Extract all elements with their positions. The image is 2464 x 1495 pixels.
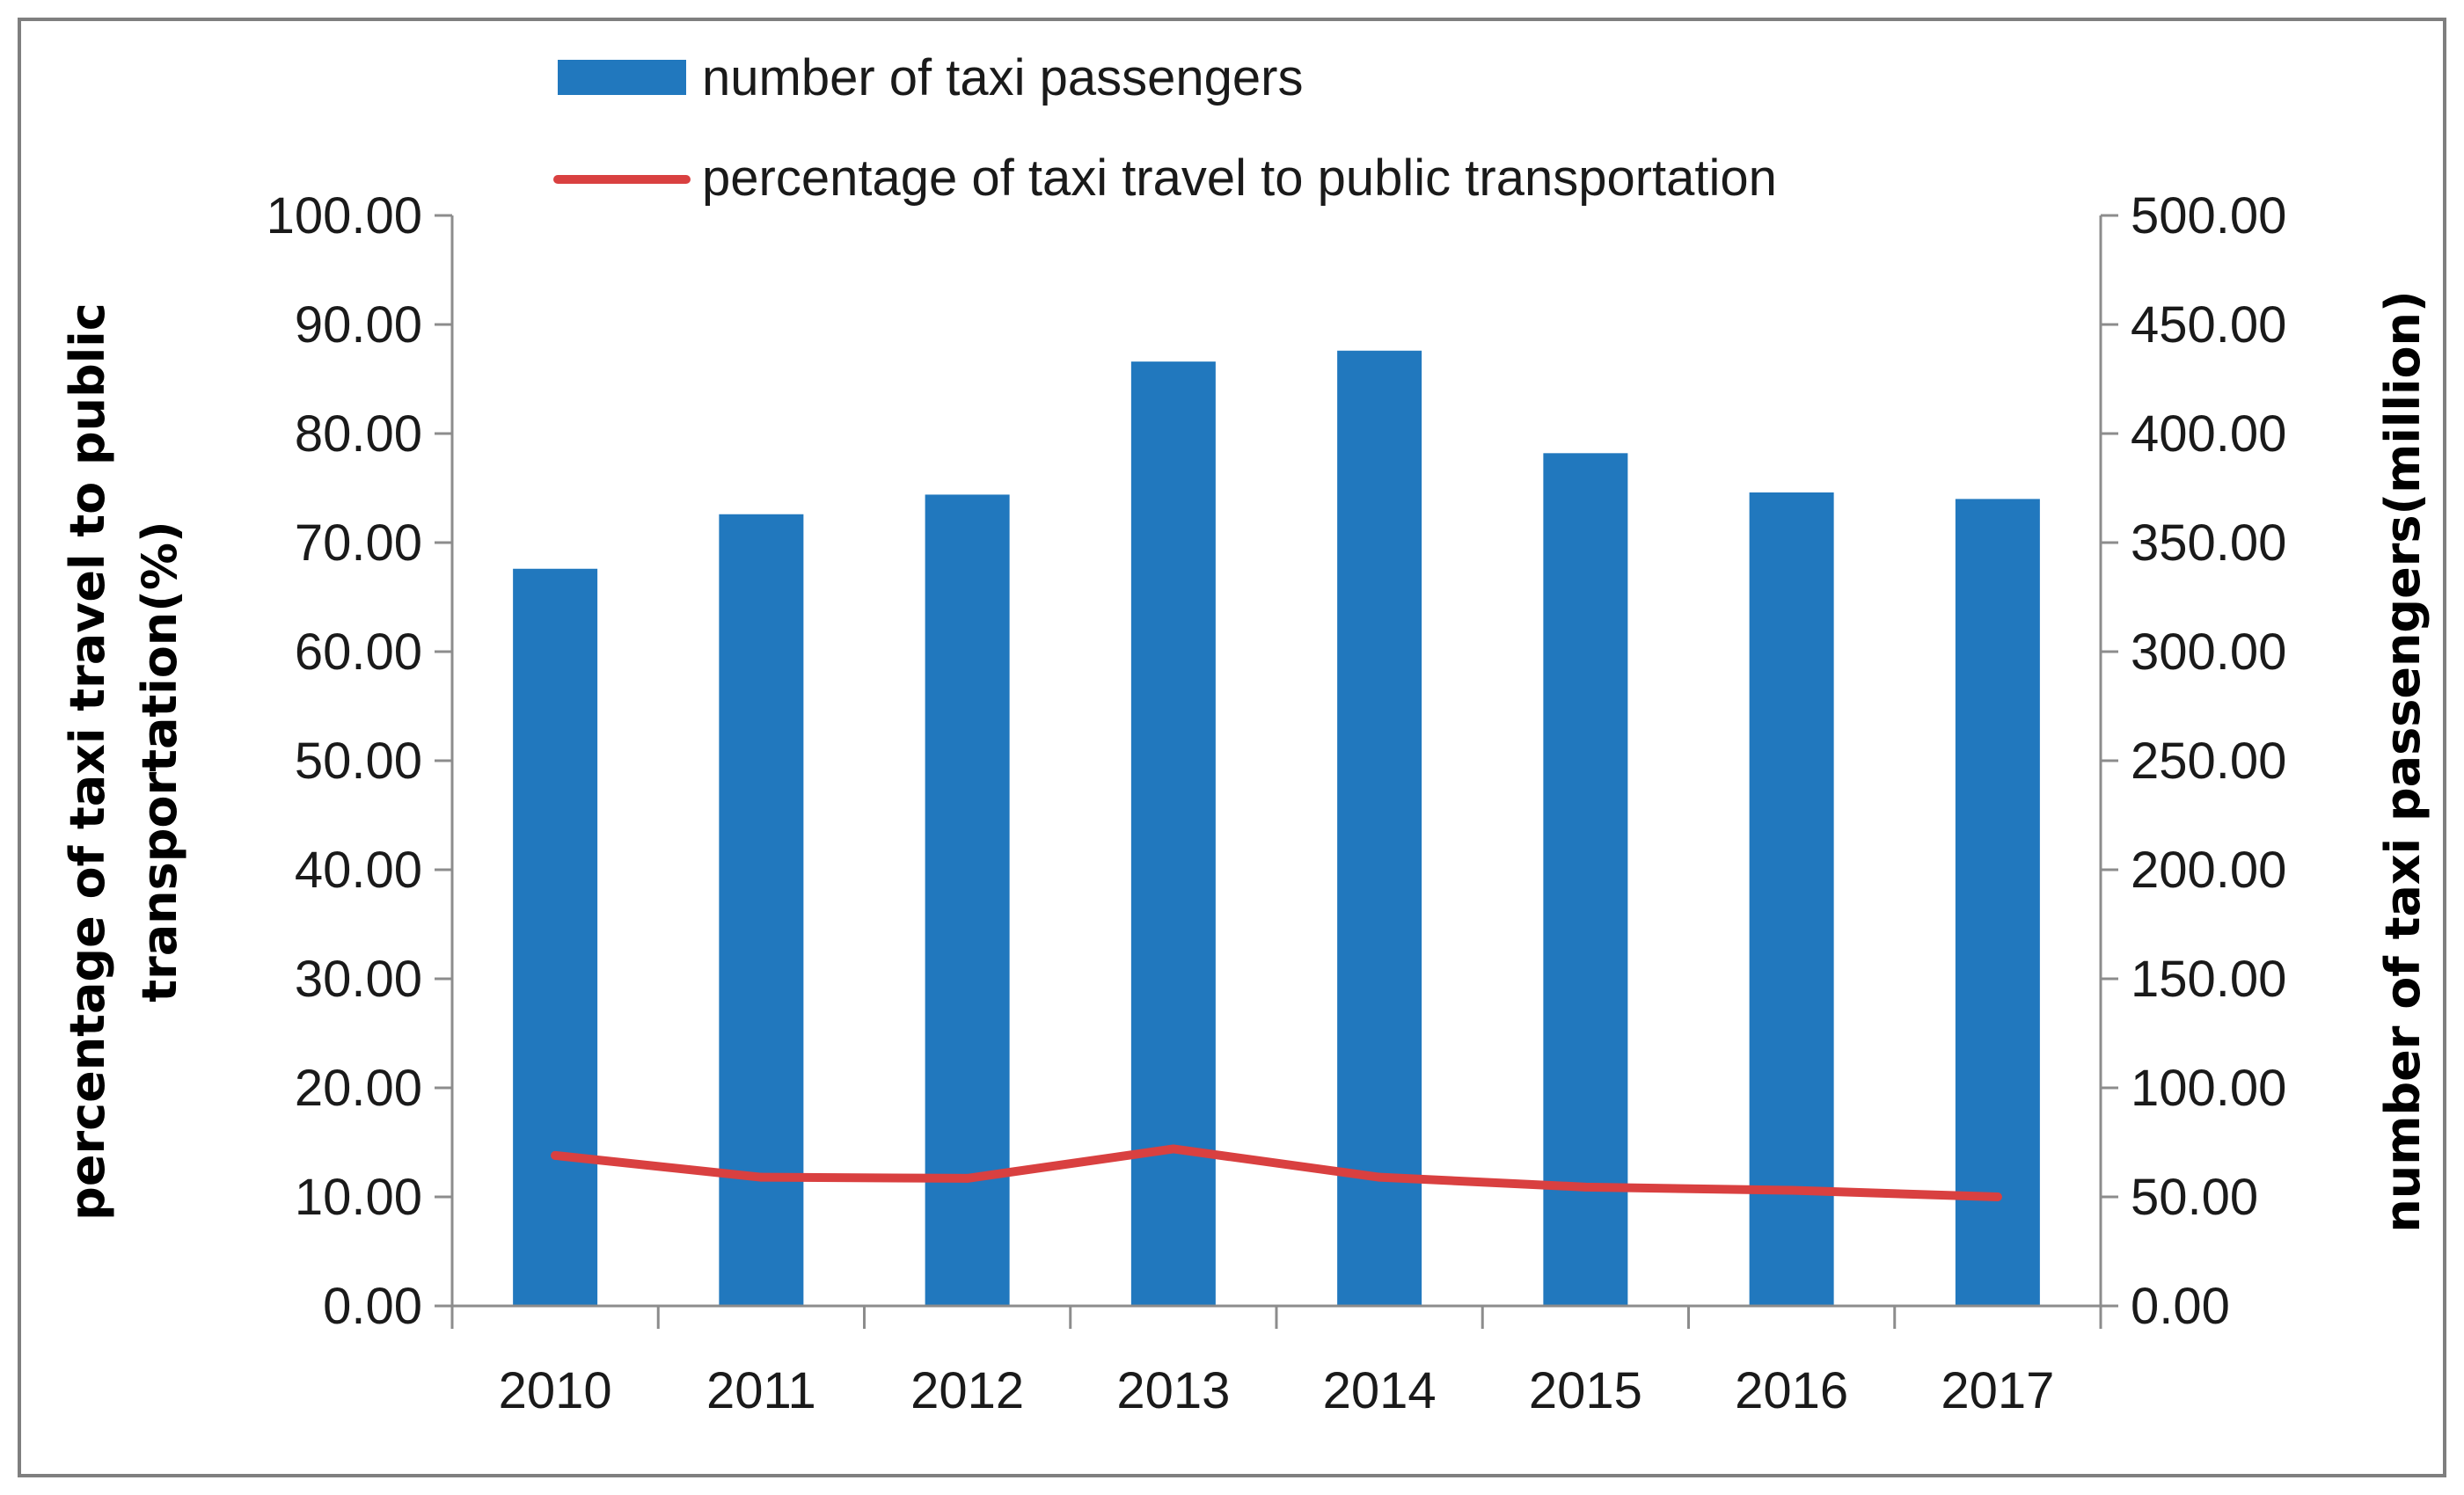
- y-left-tick-label-0.00: 0.00: [323, 1278, 422, 1335]
- bar-2017: [1955, 499, 2040, 1306]
- y-left-tick-label-40.00: 40.00: [295, 842, 422, 899]
- line-percentage-taxi-travel: [551, 1144, 2002, 1201]
- y-left-tick-label-50.00: 50.00: [295, 733, 422, 790]
- legend-swatch-bars: [558, 60, 686, 95]
- bar-2012: [925, 494, 1010, 1306]
- y-right-tick-label-450.00: 450.00: [2131, 296, 2286, 354]
- y-left-tick-label-60.00: 60.00: [295, 624, 422, 681]
- y-left-tick-label-30.00: 30.00: [295, 951, 422, 1008]
- y-left-tick-label-70.00: 70.00: [295, 514, 422, 572]
- y-right-tick-label-300.00: 300.00: [2131, 624, 2286, 681]
- x-tick-label-2012: 2012: [910, 1362, 1024, 1419]
- y-right-tick-label-150.00: 150.00: [2131, 951, 2286, 1008]
- line-point-2016: [1787, 1185, 1796, 1195]
- x-tick-label-2016: 2016: [1735, 1362, 1848, 1419]
- y-right-tick-label-0.00: 0.00: [2131, 1278, 2230, 1335]
- line-point-2010: [551, 1150, 560, 1160]
- legend-label-bars: number of taxi passengers: [702, 49, 1303, 106]
- bar-2016: [1749, 492, 1834, 1306]
- bar-2010: [513, 568, 598, 1306]
- y-right-axis-title: number of taxi passengers(million): [2375, 290, 2431, 1232]
- y-left-tick-label-90.00: 90.00: [295, 296, 422, 354]
- y-left-tick-label-100.00: 100.00: [267, 187, 422, 244]
- x-tick-label-2010: 2010: [499, 1362, 612, 1419]
- x-tick-label-2017: 2017: [1941, 1362, 2054, 1419]
- line-point-2013: [1168, 1144, 1178, 1154]
- line-point-2014: [1375, 1172, 1385, 1182]
- x-tick-label-2014: 2014: [1323, 1362, 1437, 1419]
- y-right-tick-label-100.00: 100.00: [2131, 1060, 2286, 1117]
- line-series-group: [551, 1144, 2002, 1201]
- line-point-2012: [962, 1173, 972, 1183]
- y-right-tick-label-250.00: 250.00: [2131, 733, 2286, 790]
- bar-2013: [1130, 361, 1216, 1306]
- y-left-axis-title-line1: percentage of taxi travel to public: [60, 303, 115, 1221]
- y-right-tick-label-50.00: 50.00: [2131, 1169, 2258, 1226]
- y-right-tick-label-400.00: 400.00: [2131, 405, 2286, 463]
- ticks-group: 0.00 10.00 20.00 30.00 40.00 50.00 60.00 70.00 8…: [267, 187, 2287, 1419]
- y-left-tick-label-10.00: 10.00: [295, 1169, 422, 1226]
- y-left-axis-title-line2: transportation(%): [132, 521, 187, 1002]
- bar-2015: [1543, 453, 1628, 1306]
- line-point-2011: [757, 1172, 766, 1182]
- x-tick-label-2015: 2015: [1529, 1362, 1642, 1419]
- line-point-2015: [1581, 1182, 1590, 1192]
- y-right-tick-label-350.00: 350.00: [2131, 514, 2286, 572]
- line-point-2017: [1992, 1192, 2002, 1201]
- y-right-tick-label-200.00: 200.00: [2131, 842, 2286, 899]
- y-left-tick-label-80.00: 80.00: [295, 405, 422, 463]
- x-tick-label-2011: 2011: [706, 1362, 816, 1419]
- legend: number of taxi passengers percentage of …: [553, 49, 1777, 207]
- legend-label-line: percentage of taxi travel to public tran…: [702, 150, 1777, 207]
- outer-border: [18, 18, 2446, 1477]
- y-left-tick-label-20.00: 20.00: [295, 1060, 422, 1117]
- x-tick-label-2013: 2013: [1116, 1362, 1230, 1419]
- y-right-tick-label-500.00: 500.00: [2131, 187, 2286, 244]
- bar-2014: [1337, 350, 1422, 1306]
- bar-2011: [719, 514, 804, 1306]
